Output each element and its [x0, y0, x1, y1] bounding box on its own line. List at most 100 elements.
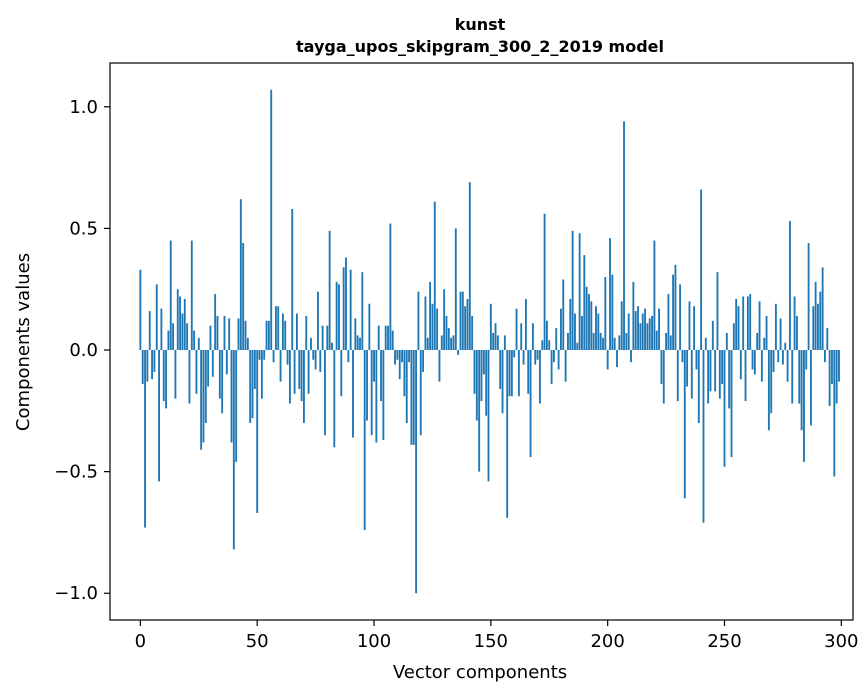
- bar-component-64: [288, 350, 291, 404]
- bar-component-61: [281, 313, 284, 351]
- chart-subtitle: tayga_upos_skipgram_300_2_2019 model: [296, 37, 664, 56]
- bar-component-184: [569, 298, 572, 351]
- bar-component-87: [342, 267, 345, 351]
- y-axis-label: Components values: [13, 253, 34, 431]
- bar-component-182: [564, 350, 567, 382]
- bar-component-143: [473, 350, 476, 394]
- bar-component-62: [284, 320, 287, 351]
- bar-component-134: [452, 335, 455, 351]
- bar-component-26: [200, 350, 203, 450]
- bar-component-53: [263, 350, 266, 360]
- bar-component-14: [172, 323, 175, 351]
- bar-component-257: [739, 350, 742, 380]
- bar-component-104: [382, 350, 385, 441]
- bar-component-141: [468, 182, 471, 351]
- bar-component-193: [590, 301, 593, 351]
- x-tick-label: 0: [135, 631, 146, 652]
- bar-component-127: [436, 308, 439, 351]
- bar-component-90: [349, 269, 352, 351]
- bar-component-132: [447, 328, 450, 351]
- x-tick-label: 250: [707, 631, 741, 652]
- bar-component-5: [151, 350, 153, 380]
- bar-component-71: [305, 315, 308, 351]
- bar-component-164: [522, 350, 525, 365]
- bar-component-40: [232, 350, 235, 550]
- bar-component-235: [688, 301, 691, 351]
- bar-component-177: [552, 350, 555, 363]
- bar-component-266: [760, 350, 763, 382]
- bar-component-96: [363, 350, 366, 531]
- bar-component-299: [838, 350, 840, 382]
- bar-component-163: [520, 323, 523, 351]
- bar-component-30: [209, 325, 212, 351]
- bar-component-19: [183, 298, 186, 351]
- bar-component-161: [515, 308, 518, 351]
- bar-component-69: [300, 350, 303, 402]
- bar-component-286: [807, 242, 810, 351]
- bar-component-281: [795, 315, 798, 351]
- bar-component-136: [457, 350, 460, 355]
- bar-component-268: [765, 315, 768, 351]
- bar-component-103: [380, 350, 382, 402]
- bar-component-80: [326, 325, 329, 351]
- bar-component-144: [475, 350, 478, 421]
- bar-component-11: [165, 350, 168, 409]
- x-axis-ticks: 0 50 100 150 200 250 300: [135, 620, 858, 652]
- bar-component-277: [786, 350, 789, 382]
- bar-component-105: [384, 325, 387, 351]
- bar-component-255: [735, 298, 738, 351]
- bar-component-173: [543, 213, 546, 351]
- bar-component-63: [286, 350, 289, 365]
- bar-component-42: [237, 318, 240, 351]
- bar-component-70: [302, 350, 305, 423]
- bar-component-166: [527, 350, 530, 394]
- bar-component-116: [410, 350, 413, 445]
- bar-component-126: [433, 201, 436, 351]
- bar-component-54: [265, 320, 268, 351]
- bar-component-275: [781, 350, 784, 365]
- bar-component-109: [394, 350, 396, 365]
- y-tick-label: 0.5: [69, 218, 98, 239]
- bar-component-0: [139, 269, 142, 351]
- plot-frame: [109, 62, 854, 621]
- bar-component-125: [431, 303, 434, 351]
- bar-component-188: [578, 233, 581, 351]
- bar-component-260: [746, 296, 749, 351]
- bar-component-292: [821, 267, 824, 351]
- bar-component-98: [368, 303, 371, 351]
- bar-component-41: [235, 350, 238, 462]
- bar-component-159: [510, 350, 513, 397]
- bar-component-296: [831, 350, 833, 385]
- bar-series: [139, 89, 840, 594]
- bar-component-12: [167, 330, 170, 351]
- bar-component-276: [784, 342, 787, 351]
- bar-component-82: [331, 342, 333, 351]
- bar-component-256: [737, 306, 740, 351]
- bar-component-220: [653, 240, 656, 351]
- bar-component-74: [312, 350, 315, 360]
- bar-component-232: [681, 350, 684, 363]
- bar-component-89: [347, 350, 350, 363]
- bar-component-223: [660, 350, 663, 385]
- bar-component-236: [690, 350, 693, 399]
- bar-component-122: [424, 296, 427, 351]
- bar-component-221: [655, 330, 658, 351]
- bar-component-251: [725, 332, 728, 351]
- bar-component-247: [716, 272, 719, 351]
- bar-component-57: [272, 350, 275, 363]
- bar-component-4: [148, 311, 151, 351]
- bar-component-250: [723, 350, 726, 467]
- bar-component-185: [571, 230, 574, 351]
- bar-component-298: [835, 350, 838, 404]
- bar-component-1: [141, 350, 144, 385]
- bar-component-248: [718, 350, 721, 399]
- bar-component-95: [361, 272, 364, 351]
- bar-component-258: [742, 296, 745, 351]
- bar-component-249: [721, 350, 724, 385]
- bar-component-117: [412, 350, 415, 445]
- y-tick-label: 1.0: [69, 97, 98, 118]
- bar-component-124: [429, 281, 432, 351]
- bar-component-261: [749, 294, 752, 351]
- bar-component-9: [160, 308, 163, 351]
